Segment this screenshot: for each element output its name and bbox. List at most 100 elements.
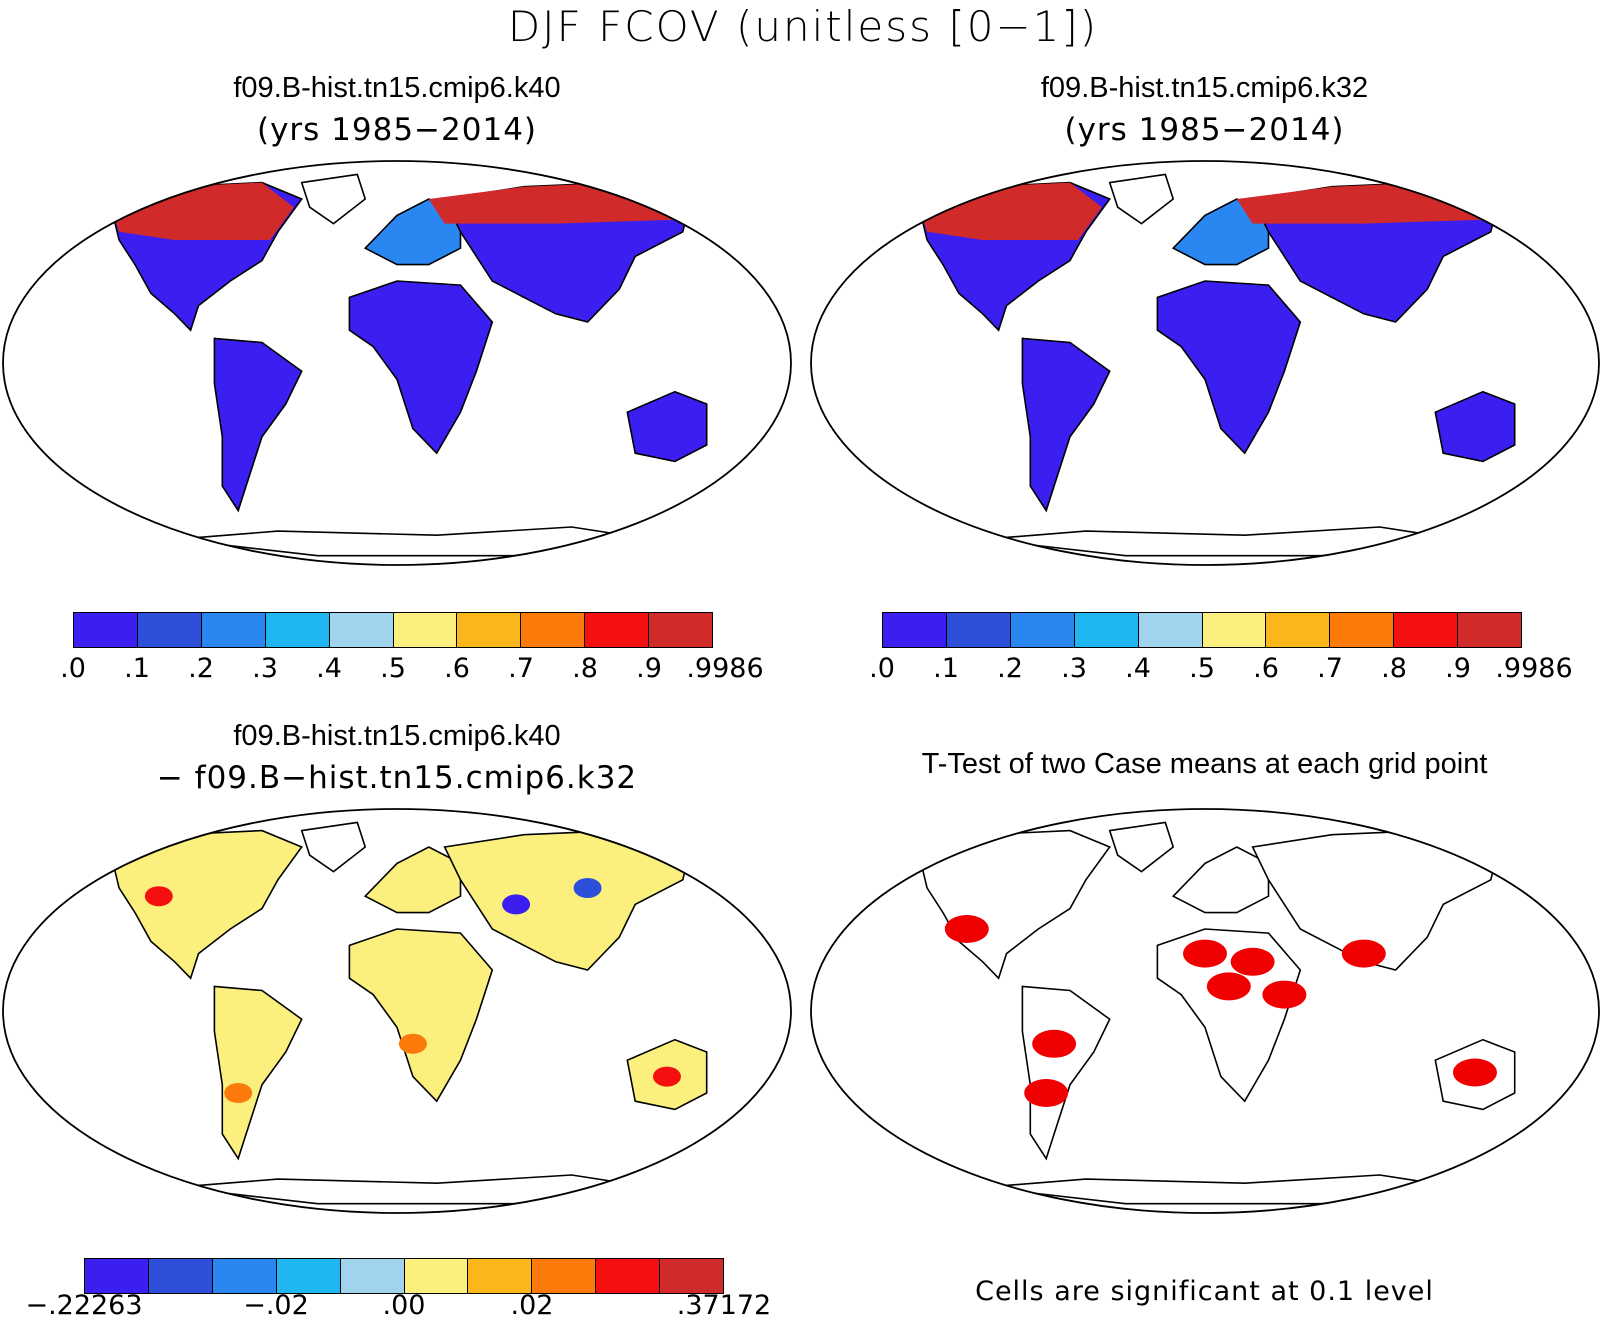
colorbar-tick-label: .3 [1061,653,1087,684]
map-frame [810,808,1600,1214]
panel-2-colorbar [882,612,1522,648]
colorbar-tick-label: .4 [1125,653,1151,684]
colorbar-tick-label: .0 [869,653,895,684]
difference-blob [224,1083,253,1103]
significant-region [1032,1029,1077,1058]
colorbar-segment [1202,613,1267,647]
significant-region [1183,939,1227,968]
colorbar-tick-label: .1 [124,653,150,684]
colorbar-segment [276,1259,341,1293]
difference-blob [502,894,531,915]
panel-1-subtitle: (yrs 1985−2014) [256,112,538,148]
panel-1-colorbar-ticks: .0 .1 .2 .3 .4 .5 .6 .7 .8 .9 .9986 [60,653,764,687]
colorbar-segment [329,613,394,647]
figure-title: DJF FCOV (unitless [0−1]) [507,2,1099,51]
landmass-northAmerica [110,829,303,980]
landmass-europe [363,846,462,914]
significant-region [1230,947,1275,976]
colorbar-segment [265,613,330,647]
high-latitude-band-eurasia [428,182,691,224]
colorbar-segment [393,613,458,647]
landmass-greenland [1108,173,1175,225]
panel-3-map [2,808,792,1214]
landmass-greenland [300,821,367,873]
difference-blob [573,878,602,898]
landmass-southAmerica [1021,985,1111,1161]
colorbar-segment [201,613,266,647]
difference-blob [398,1033,427,1054]
landmass-africa [1156,928,1302,1103]
landmass-australia [1434,390,1516,463]
colorbar-segment [148,1259,213,1293]
colorbar-segment [1010,613,1075,647]
difference-blob [652,1066,681,1087]
colorbar-segment [596,1259,661,1293]
landmass-southAmerica [213,337,303,513]
panel-4-note: Cells are significant at 0.1 level [975,1276,1434,1307]
panel-2-map [810,160,1600,566]
high-latitude-band-eurasia [1236,182,1499,224]
landmass-europe [1171,846,1270,914]
significant-region [1206,972,1251,1001]
colorbar-segment [883,613,947,647]
colorbar-tick-label: .6 [1253,653,1279,684]
map-frame [2,160,792,566]
colorbar-tick-label: .3 [252,653,278,684]
significant-region [1262,980,1307,1009]
colorbar-segment [532,1259,597,1293]
colorbar-tick-label: .5 [1189,653,1215,684]
panel-1-colorbar [73,612,713,648]
colorbar-segment [340,1259,405,1293]
colorbar-segment [1074,613,1139,647]
landmass-northAmerica [918,829,1111,980]
colorbar-segment [404,1259,469,1293]
panel-4-map [810,808,1600,1214]
colorbar-segment [212,1259,277,1293]
colorbar-segment [468,1259,533,1293]
map-frame [810,160,1600,566]
colorbar-tick-label: .0 [60,653,86,684]
panel-4-title: T-Test of two Case means at each grid po… [921,748,1488,780]
colorbar-segment [85,1259,149,1293]
colorbar-segment [521,613,586,647]
colorbar-segment [1394,613,1459,647]
colorbar-segment [1330,613,1395,647]
colorbar-tick-label: .7 [1317,653,1343,684]
colorbar-segment [660,1259,724,1293]
landmass-australia [626,390,708,463]
significant-region [1341,939,1386,968]
panel-2-title: f09.B-hist.tn15.cmip6.k32 [1040,72,1369,104]
panel-3-subtitle: − f09.B−hist.tn15.cmip6.k32 [156,760,638,796]
colorbar-tick-label: −.22263 [25,1290,143,1321]
colorbar-tick-label: .5 [380,653,406,684]
colorbar-segment [649,613,713,647]
colorbar-tick-label: .2 [997,653,1023,684]
panel-3-title: f09.B-hist.tn15.cmip6.k40 [233,720,561,752]
panel-3-colorbar [84,1258,724,1294]
panel-1-map [2,160,792,566]
landmass-africa [348,280,494,455]
landmass-greenland [300,173,367,225]
panel-1-title: f09.B-hist.tn15.cmip6.k40 [233,72,561,104]
panel-2-colorbar-ticks: .0 .1 .2 .3 .4 .5 .6 .7 .8 .9 .9986 [869,653,1573,687]
colorbar-tick-label: .00 [382,1290,426,1321]
colorbar-tick-label: .9986 [1495,653,1573,684]
colorbar-segment [1138,613,1203,647]
colorbar-tick-label: .37172 [676,1290,772,1321]
significant-region [1452,1058,1497,1087]
colorbar-segment [1458,613,1522,647]
colorbar-tick-label: −.02 [243,1290,309,1321]
colorbar-segment [585,613,650,647]
landmass-greenland [1108,821,1175,873]
colorbar-segment [946,613,1011,647]
landmass-southAmerica [1021,337,1111,513]
colorbar-tick-label: .02 [510,1290,554,1321]
significant-region [1024,1079,1069,1107]
landmass-africa [348,928,494,1103]
colorbar-segment [1266,613,1331,647]
colorbar-tick-label: .9 [1445,653,1471,684]
colorbar-segment [137,613,202,647]
panel-2-subtitle: (yrs 1985−2014) [1064,112,1345,148]
colorbar-segment [74,613,138,647]
panel-3-colorbar-ticks: −.22263 −.02 .00 .02 .37172 [25,1290,771,1324]
